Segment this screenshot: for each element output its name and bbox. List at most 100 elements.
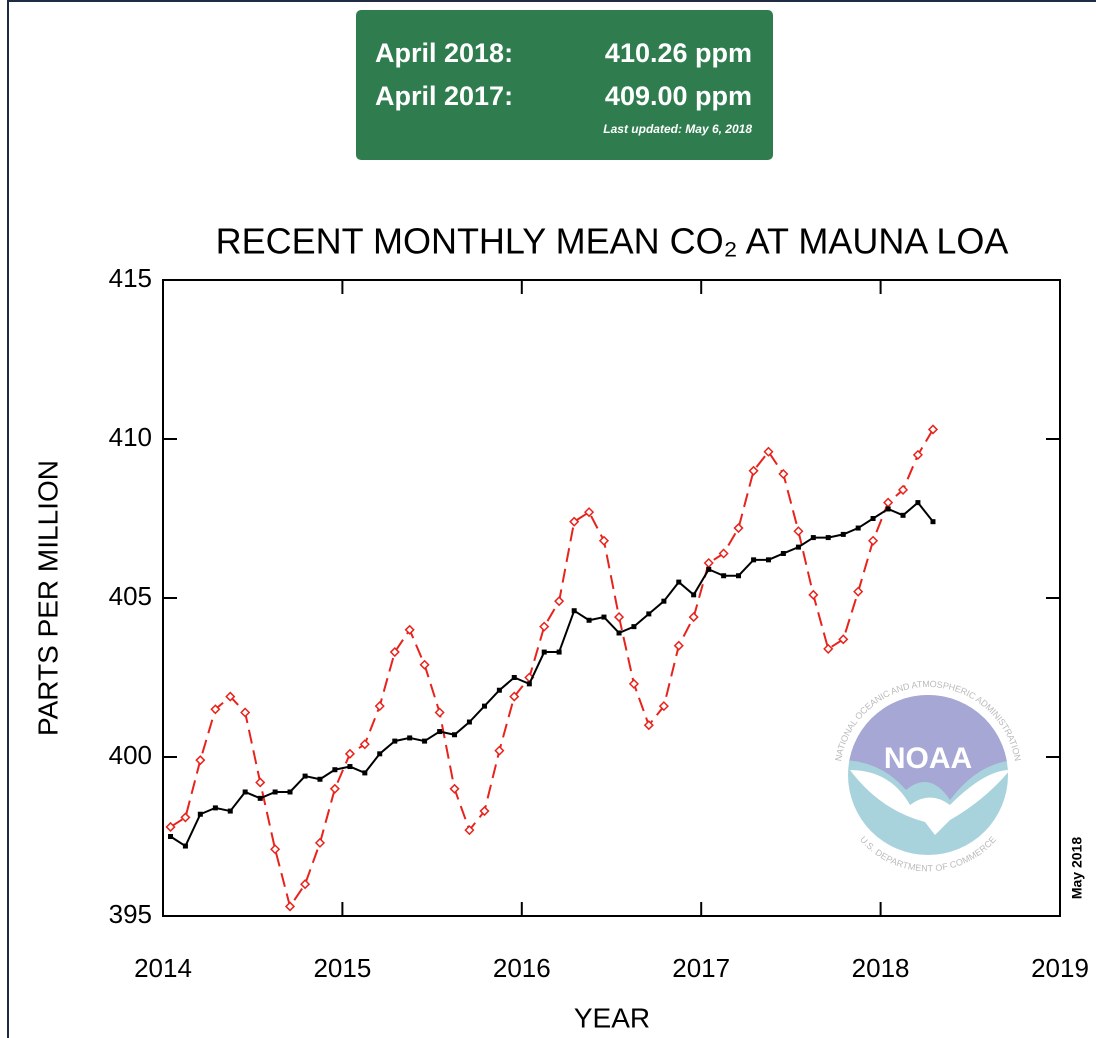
point [721,573,727,579]
point [912,449,923,460]
chart-title: RECENT MONTHLY MEAN CO₂ AT MAUNA LOA [216,221,1009,262]
point [883,497,894,508]
point [168,834,174,839]
x-tick-label: 2019 [1031,953,1089,983]
point [437,729,443,735]
logo-name: NOAA [884,742,972,775]
point [479,805,490,817]
point [706,566,712,572]
point [601,614,607,620]
x-tick-label: 2015 [313,953,371,983]
y-tick-label: 400 [109,740,152,770]
point [673,640,684,651]
point [255,777,266,788]
point [287,789,293,795]
point [165,821,176,833]
point [466,719,472,725]
point [646,611,652,617]
annotation: May 2018 [1069,837,1085,899]
summary: April 2018: 410.26 ppm April 2017: 409.0… [375,38,752,136]
point [242,789,248,795]
point [885,506,891,512]
point [823,643,834,654]
summary-box [356,10,773,160]
y-tick-label: 410 [109,422,152,452]
point [419,659,430,670]
x-tick-label: 2016 [493,953,551,983]
point [751,557,757,563]
point [422,738,428,744]
point [598,535,610,546]
point [643,720,654,731]
point [703,557,714,569]
series-line [169,428,934,909]
point [795,544,801,550]
point [855,525,861,531]
summary-label: April 2018: [375,38,513,68]
point [897,484,909,495]
x-tick-label: 2017 [672,953,730,983]
point [661,598,667,604]
point [210,704,221,715]
last-updated: Last updated: May 6, 2018 [603,122,752,136]
point [733,522,744,534]
point [556,649,562,655]
x-tick-label: 2018 [852,953,910,983]
point [389,646,400,658]
point [840,531,846,537]
point [407,735,413,741]
point [838,634,849,645]
point [257,795,263,801]
point [317,776,323,782]
point [613,612,625,623]
point [197,811,203,817]
point [736,573,742,579]
point [359,739,370,750]
point [511,675,517,680]
y-tick-label: 395 [109,899,152,929]
point [227,808,233,814]
point [688,612,699,623]
point [212,805,218,811]
point [332,767,338,773]
point [763,446,774,457]
point [778,468,789,480]
point [300,879,311,890]
point [780,550,786,556]
point [314,837,326,848]
point [539,621,550,632]
point [631,624,637,630]
point [853,586,864,597]
point [915,500,921,506]
point [225,691,236,702]
point [628,678,639,689]
y-tick-label: 405 [109,581,152,611]
y-tick-label: 415 [109,263,152,293]
summary-value: 409.00 ppm [605,81,752,111]
x-axis-label: YEAR [574,1002,650,1033]
point [718,548,729,559]
point [765,557,771,563]
point [449,783,460,794]
series-line [169,501,934,848]
point [434,707,445,718]
summary-value: 410.26 ppm [605,38,752,68]
point [404,624,415,635]
point [616,630,622,636]
point [195,755,206,766]
point [240,707,251,718]
point [344,748,355,759]
point [793,526,804,537]
point [748,465,759,476]
point [900,512,906,518]
x-tick-label: 2014 [134,953,192,983]
point [927,424,939,435]
point [347,764,353,770]
point [377,751,383,757]
y-axis-label: PARTS PER MILLION [32,460,63,736]
point [676,579,682,585]
point [584,507,595,518]
point [496,687,502,693]
point [658,701,669,712]
point [509,691,520,702]
